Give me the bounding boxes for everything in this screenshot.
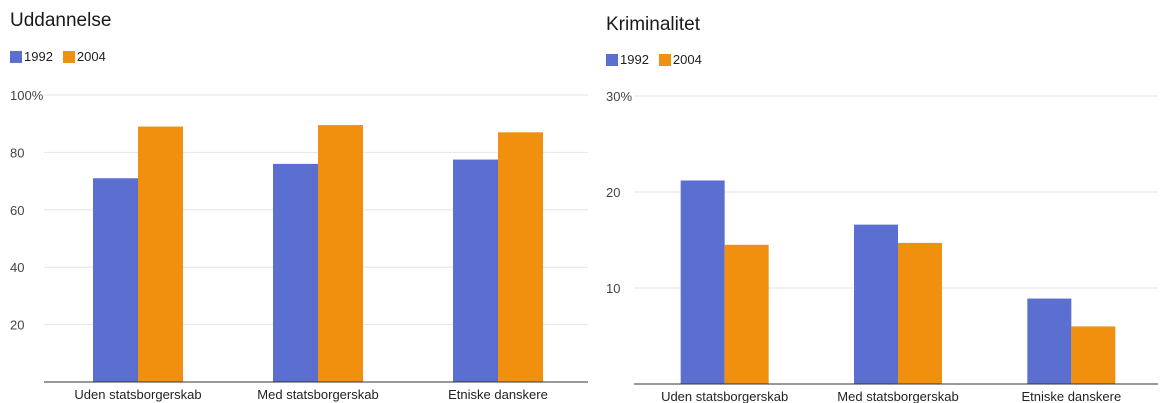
y-tick-label: 40 <box>10 260 24 275</box>
y-tick-label: 30% <box>606 89 632 104</box>
x-category-label: Etniske danskere <box>1021 389 1121 403</box>
x-category-label: Uden statsborgerskab <box>661 389 788 403</box>
x-category-label: Med statsborgerskab <box>837 389 958 403</box>
legend-label-2004: 2004 <box>672 52 702 67</box>
kriminalitet-bar-chart: 10 20 30% Uden statsborgerskab Med statsborg… <box>606 89 1158 403</box>
legend-swatch-1992 <box>606 53 618 66</box>
x-category-label: Etniske danskere <box>448 387 548 402</box>
y-tick-label: 100% <box>10 88 44 103</box>
bar-2004 <box>318 125 363 382</box>
bar-2004 <box>898 242 942 384</box>
bar-1992 <box>680 180 725 384</box>
bar-1992 <box>1027 298 1072 384</box>
bar-2004 <box>138 126 183 382</box>
y-tick-label: 60 <box>10 203 24 218</box>
legend-swatch-2004 <box>62 50 75 63</box>
y-tick-label: 10 <box>606 281 620 296</box>
y-tick-label: 20 <box>10 318 24 333</box>
bar-2004 <box>724 244 769 384</box>
x-category-label: Med statsborgerskab <box>257 387 378 402</box>
bar-1992 <box>93 178 138 382</box>
chart-title: Kriminalitet <box>606 14 700 35</box>
chart-panel-kriminalitet: Kriminalitet 1992 2004 10 20 30% Uden stats… <box>590 0 1160 403</box>
legend-item-1992: 1992 <box>10 49 53 64</box>
legend-item-2004: 2004 <box>658 52 702 67</box>
x-category-label: Uden statsborgerskab <box>74 387 201 402</box>
bar-1992 <box>453 159 498 382</box>
y-tick-label: 20 <box>606 185 620 200</box>
chart-panel-uddannelse: Uddannelse 1992 2004 20 40 60 80 100% Uden st… <box>10 10 588 402</box>
legend-item-1992: 1992 <box>606 52 649 67</box>
bar-1992 <box>273 163 318 382</box>
chart-legend: 1992 2004 <box>10 49 106 64</box>
legend-label-2004: 2004 <box>76 49 106 64</box>
uddannelse-bar-chart: 20 40 60 80 100% Uden statsborgerskab Med stat… <box>10 88 588 402</box>
bar-1992 <box>854 224 898 384</box>
legend-label-1992: 1992 <box>24 49 53 64</box>
legend-item-2004: 2004 <box>62 49 106 64</box>
bar-2004 <box>498 132 543 382</box>
bar-2004 <box>1071 326 1116 384</box>
legend-swatch-1992 <box>10 50 22 63</box>
legend-label-1992: 1992 <box>620 52 649 67</box>
y-tick-label: 80 <box>10 145 24 160</box>
chart-legend: 1992 2004 <box>606 52 702 67</box>
chart-title: Uddannelse <box>10 10 112 31</box>
legend-swatch-2004 <box>658 53 671 66</box>
